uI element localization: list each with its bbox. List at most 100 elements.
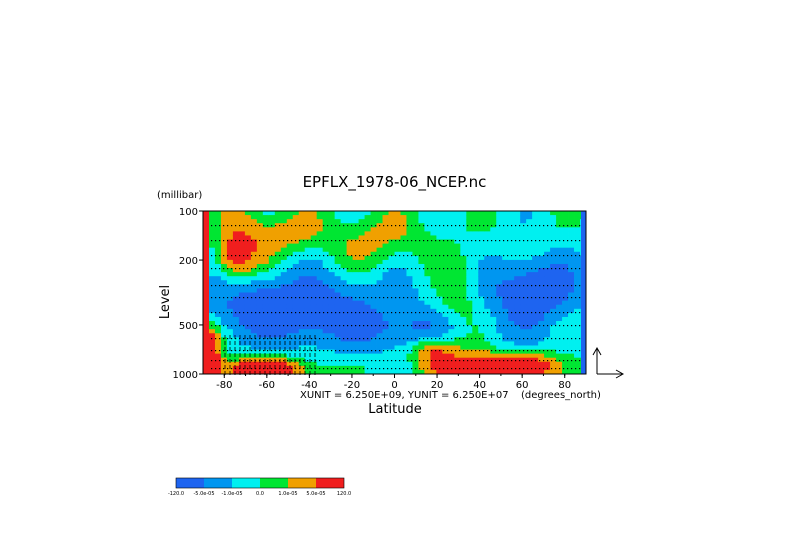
vector-dot: [267, 255, 269, 257]
vector-dot: [419, 240, 421, 242]
heatmap-cell: [220, 325, 228, 330]
vector-dot: [523, 350, 525, 352]
heatmap-cell: [448, 215, 455, 220]
vector-dot: [431, 285, 433, 287]
heatmap-cell: [520, 284, 527, 289]
heatmap-cell: [232, 235, 240, 240]
heatmap-cell: [490, 284, 497, 289]
vector-dot: [571, 325, 573, 327]
vector-dot: [271, 312, 273, 314]
heatmap-cell: [466, 231, 473, 236]
heatmap-cell: [292, 276, 300, 281]
heatmap-cell: [538, 288, 545, 293]
heatmap-cell: [346, 345, 354, 350]
vector-dot: [231, 268, 233, 270]
vector-dot: [423, 368, 425, 370]
heatmap-cell: [364, 345, 371, 350]
heatmap-cell: [316, 284, 324, 289]
heatmap-cell: [358, 321, 365, 326]
heatmap-cell: [364, 268, 371, 273]
heatmap-cell: [484, 211, 491, 216]
heatmap-cell: [226, 235, 234, 240]
heatmap-cell: [514, 276, 521, 281]
heatmap-cell: [298, 300, 306, 306]
vector-dot: [503, 285, 505, 287]
heatmap-cell: [508, 263, 515, 269]
heatmap-cell: [232, 308, 240, 314]
heatmap-cell: [292, 288, 300, 293]
heatmap-cell: [370, 325, 377, 330]
heatmap-cell: [226, 251, 234, 257]
vector-dot: [303, 285, 305, 287]
heatmap-cell: [244, 215, 252, 220]
heatmap-cell: [220, 219, 228, 224]
heatmap-cell: [376, 255, 383, 261]
heatmap-cell: [292, 235, 300, 240]
vector-dot: [503, 368, 505, 370]
heatmap-cell: [220, 231, 228, 236]
heatmap-cell: [262, 345, 270, 350]
vector-dot: [223, 297, 225, 299]
heatmap-cell: [328, 288, 336, 293]
heatmap-cell: [322, 215, 330, 220]
heatmap-cell: [460, 235, 467, 240]
heatmap-cell: [316, 259, 324, 265]
heatmap-cell: [340, 243, 348, 249]
heatmap-cell: [556, 349, 563, 355]
heatmap-cell: [214, 292, 222, 297]
heatmap-cell: [346, 231, 354, 236]
vector-dot: [211, 368, 213, 370]
vector-dot: [543, 350, 545, 352]
heatmap-cell: [268, 316, 276, 322]
vector-dot: [563, 338, 565, 340]
heatmap-cell: [310, 349, 318, 355]
vector-dot: [355, 360, 357, 362]
heatmap-cell: [574, 251, 581, 257]
heatmap-cell: [364, 211, 371, 216]
colorbar-swatch: [260, 478, 288, 488]
heatmap-cell: [334, 369, 342, 375]
heatmap-cell: [214, 235, 222, 240]
heatmap-cell: [208, 369, 216, 375]
heatmap-cell: [574, 296, 581, 302]
heatmap-cell: [232, 333, 240, 338]
vector-dot: [311, 338, 313, 340]
heatmap-cell: [328, 369, 336, 375]
heatmap-cell: [334, 353, 342, 359]
heatmap-cell: [394, 284, 401, 289]
vector-dot: [259, 225, 261, 227]
heatmap-cell: [562, 280, 569, 285]
heatmap-cell: [430, 284, 437, 289]
vector-dot: [399, 268, 401, 270]
vector-dot: [255, 225, 257, 227]
vector-dot: [427, 360, 429, 362]
vector-dot: [499, 255, 501, 257]
heatmap-cell: [544, 316, 551, 322]
heatmap-cell: [556, 325, 563, 330]
heatmap-cell: [340, 255, 348, 261]
heatmap-cell: [352, 247, 359, 253]
heatmap-cell: [244, 357, 252, 363]
heatmap-cell: [286, 312, 294, 318]
heatmap-cell: [556, 276, 563, 281]
vector-dot: [479, 368, 481, 370]
heatmap-cell: [436, 361, 443, 367]
heatmap-cell: [526, 223, 533, 228]
heatmap-cell: [562, 263, 569, 269]
vector-dot: [283, 338, 285, 340]
heatmap-cell: [316, 272, 324, 277]
heatmap-cell: [400, 280, 407, 285]
heatmap-cell: [460, 231, 467, 236]
heatmap-cell: [496, 361, 503, 367]
heatmap-cell: [328, 215, 336, 220]
heatmap-cell: [304, 361, 312, 367]
vector-dot: [379, 338, 381, 340]
heatmap-cell: [466, 333, 473, 338]
vector-dot: [343, 255, 345, 257]
heatmap-cell: [574, 357, 581, 363]
heatmap-cell: [436, 349, 443, 355]
vector-dot: [347, 350, 349, 352]
vector-dot: [411, 297, 413, 299]
heatmap-cell: [226, 255, 234, 261]
vector-dot: [335, 312, 337, 314]
